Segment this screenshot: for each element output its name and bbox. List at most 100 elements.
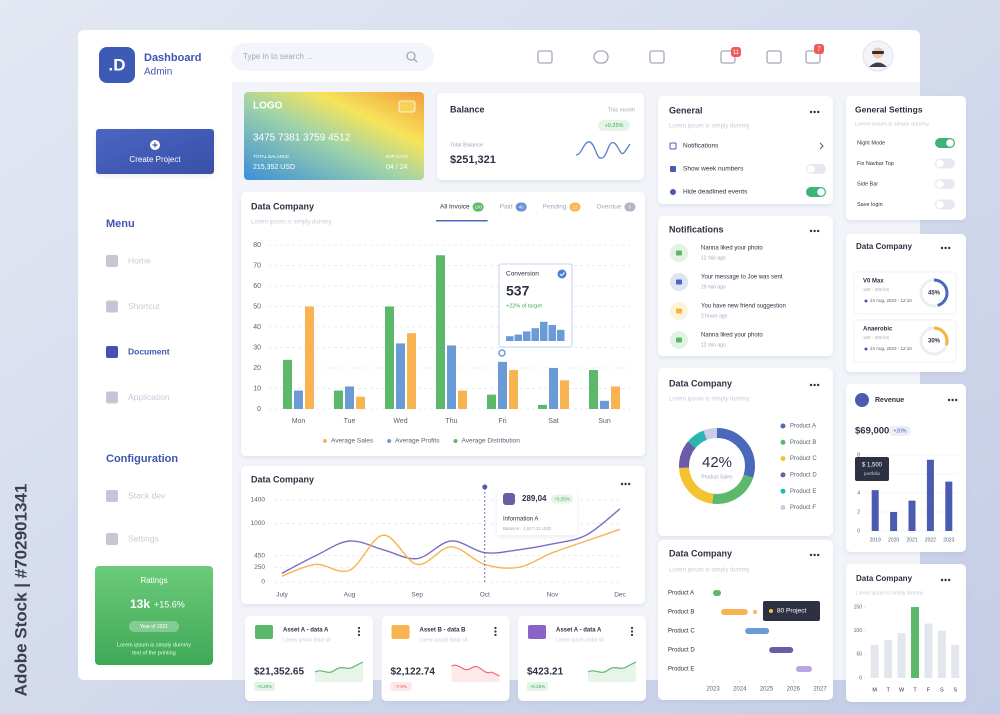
y-tick-label: Product E xyxy=(668,667,694,673)
card xyxy=(846,96,966,220)
tooltip-label: portfolio xyxy=(864,471,881,476)
header-icon[interactable] xyxy=(537,50,553,64)
menu-item[interactable]: Shortcut xyxy=(128,301,160,311)
card-logo: LOGO xyxy=(253,101,283,112)
x-tick-label: S xyxy=(953,687,957,693)
header-icon[interactable] xyxy=(593,50,609,64)
notification-time: 12 min ago xyxy=(701,342,726,348)
asset-change: +0.25% xyxy=(257,684,272,689)
card xyxy=(245,616,373,701)
tooltip-value: 289,04 xyxy=(522,494,547,503)
bar xyxy=(396,343,405,409)
tooltip-label: 80 Project xyxy=(777,608,806,615)
bar xyxy=(611,386,620,409)
x-tick-label: Sep xyxy=(411,592,423,599)
toggle-knob xyxy=(946,139,954,147)
notification-icon xyxy=(676,337,682,343)
bar xyxy=(926,459,934,531)
tab[interactable]: Paid xyxy=(500,204,513,211)
card-exp: 04 / 24 xyxy=(386,164,408,171)
pie-slice xyxy=(679,428,755,504)
card-title: Notifications xyxy=(669,224,724,234)
gantt-bar xyxy=(745,628,770,634)
menu-item[interactable]: Document xyxy=(128,346,170,356)
y-tick-label: 4 xyxy=(857,490,860,496)
y-tick-label: 40 xyxy=(253,324,261,331)
asset-title: Asset A - data A xyxy=(556,628,602,634)
card xyxy=(437,93,644,180)
legend-label: Average Sales xyxy=(331,438,374,445)
more-icon xyxy=(948,578,951,582)
more-icon xyxy=(630,626,634,630)
menu-icon xyxy=(106,391,118,404)
tab-badge xyxy=(569,202,581,212)
pill xyxy=(551,494,573,504)
more-icon xyxy=(951,398,954,402)
toggle-knob xyxy=(936,180,944,188)
card xyxy=(518,616,646,701)
menu-item[interactable]: Application xyxy=(128,392,170,402)
header-icon[interactable] xyxy=(766,50,782,64)
card-balance: 215,352 USD xyxy=(253,164,295,171)
chart-subtitle: Lorem ipsum is simply dummy xyxy=(669,397,750,403)
bar xyxy=(600,400,609,409)
card-label: EXP DATE xyxy=(386,154,408,159)
tab[interactable]: Overdue xyxy=(597,204,622,211)
menu-item[interactable]: Settings xyxy=(128,533,159,543)
more-icon xyxy=(620,482,624,486)
line-series xyxy=(281,508,621,574)
ratings-card xyxy=(95,566,213,665)
menu-item[interactable]: Home xyxy=(128,255,151,265)
tooltip-title: Information A xyxy=(503,517,538,523)
y-tick-label: 0 xyxy=(857,528,860,534)
asset-value: $21,352.65 xyxy=(254,667,304,678)
credit-card xyxy=(244,92,424,180)
setting-label: Side Bar xyxy=(857,181,878,187)
search-icon xyxy=(413,58,418,63)
avatar-body xyxy=(869,62,887,67)
tab[interactable]: All Invoice xyxy=(440,204,470,211)
ratings-text: Lorem ipsum is simply dummy xyxy=(117,642,191,648)
setting-label: Night Mode xyxy=(857,140,885,146)
more-icon xyxy=(813,110,816,114)
notification-time: 12 min ago xyxy=(701,255,726,261)
menu-item[interactable]: Stack dev xyxy=(128,490,166,500)
more-icon xyxy=(809,229,813,233)
menu-icon xyxy=(106,533,118,545)
pill-label: Year of 2021 xyxy=(140,624,168,630)
badge-count: 7 xyxy=(817,47,821,53)
legend-label: Average Profits xyxy=(395,438,440,445)
card xyxy=(658,96,833,204)
header-icon[interactable] xyxy=(805,50,821,64)
sparkline xyxy=(575,141,631,159)
x-tick-label: Aug xyxy=(344,592,356,599)
x-tick-label: T xyxy=(886,687,890,693)
x-tick-label: 2023 xyxy=(943,537,954,543)
change: +0.25% xyxy=(605,123,624,129)
annotation-dot xyxy=(753,610,757,614)
bar xyxy=(345,386,354,409)
center-label: Product Sales xyxy=(701,474,733,480)
tab[interactable]: Pending xyxy=(543,204,567,211)
asset-icon xyxy=(528,625,546,639)
x-tick-label: Nov xyxy=(547,592,559,599)
more-icon xyxy=(813,229,816,233)
tab-count: 0 xyxy=(629,204,632,209)
tooltip-note: Balance : 1,617.01 USD xyxy=(503,526,552,531)
x-tick-label: 2019 xyxy=(870,537,881,543)
y-tick-label: 60 xyxy=(253,283,261,290)
tab-count: 40 xyxy=(519,204,525,209)
legend-label: Product D xyxy=(790,472,817,478)
setting-label: Show week numbers xyxy=(683,166,744,173)
header-icon[interactable] xyxy=(649,50,665,64)
search-box[interactable] xyxy=(231,43,434,71)
bar xyxy=(560,380,569,409)
legend-swatch xyxy=(323,439,327,443)
check-icon xyxy=(557,269,567,279)
more-icon xyxy=(809,383,813,387)
mini-bar xyxy=(557,329,565,341)
header-icon-shape xyxy=(593,50,609,64)
create-project-button[interactable] xyxy=(96,129,214,174)
tooltip-icon xyxy=(503,493,515,505)
